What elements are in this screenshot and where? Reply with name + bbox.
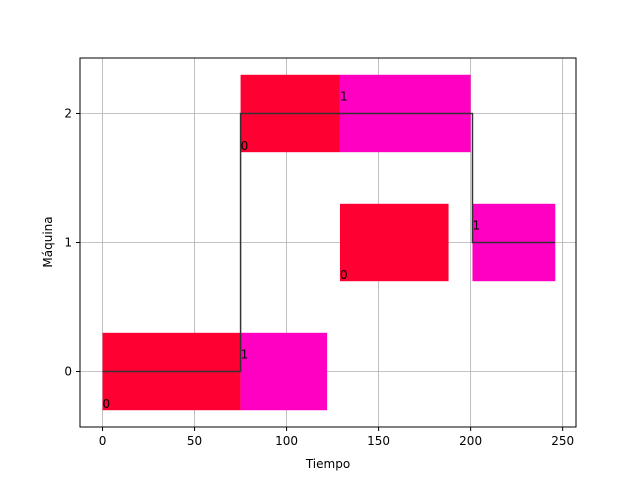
bar-machine-1-job-0 <box>339 203 449 282</box>
x-tick-label: 0 <box>99 434 107 448</box>
bar-label-machine-1-job-1: 1 <box>472 219 480 233</box>
x-tick-label: 150 <box>367 434 390 448</box>
y-tick-label: 2 <box>64 106 72 120</box>
bar-label-machine-2-job-0: 0 <box>241 139 249 153</box>
y-axis-label: Máquina <box>41 216 55 267</box>
step-line-layer <box>102 112 556 373</box>
bar-machine-0-job-1 <box>240 332 328 411</box>
y-tick-label: 1 <box>64 236 72 250</box>
x-tick-label: 100 <box>275 434 298 448</box>
bar-label-machine-0-job-0: 0 <box>103 397 111 411</box>
y-tick-label: 0 <box>64 365 72 379</box>
machine-path-line <box>102 112 556 373</box>
x-tick-label: 50 <box>187 434 202 448</box>
x-tick-label: 250 <box>551 434 574 448</box>
bar-label-machine-1-job-0: 0 <box>340 268 348 282</box>
bar-label-machine-0-job-1: 1 <box>241 348 249 362</box>
x-tick-label: 200 <box>459 434 482 448</box>
bar-labels: 0 1 0 1 0 1 <box>103 90 481 412</box>
x-axis-label: Tiempo <box>305 457 350 471</box>
bar-label-machine-2-job-1: 1 <box>340 90 348 104</box>
